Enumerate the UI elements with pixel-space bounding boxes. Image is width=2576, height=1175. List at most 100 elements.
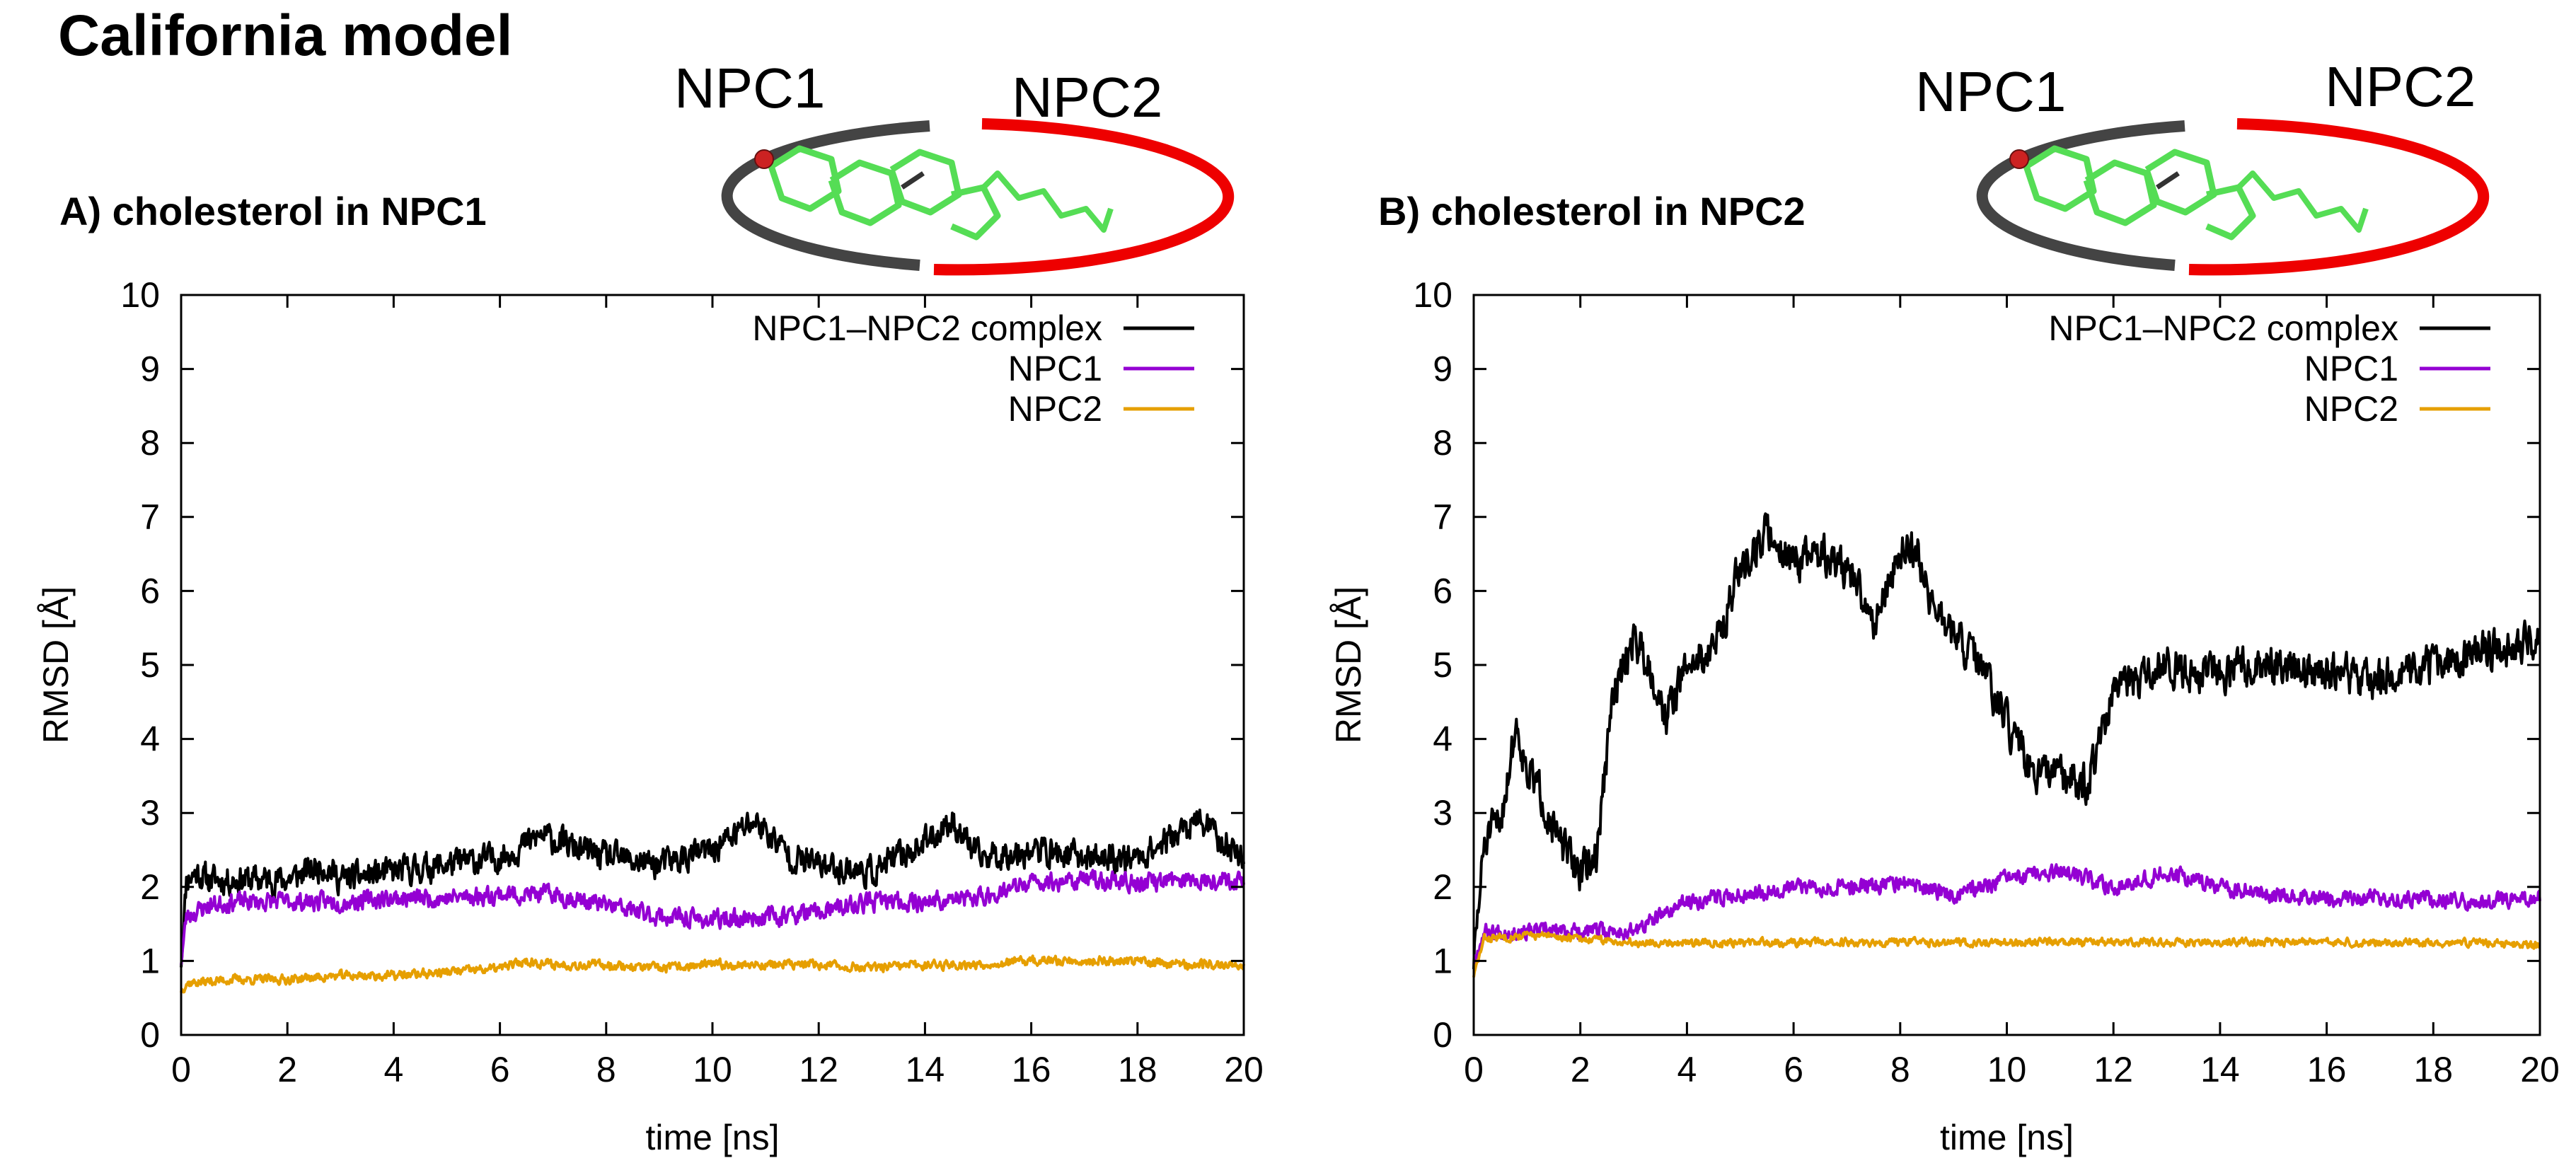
legend-entry-label: NPC1–NPC2 complex xyxy=(752,308,1102,348)
x-tick-label: 10 xyxy=(693,1050,732,1089)
x-tick-label: 8 xyxy=(1890,1050,1910,1089)
x-tick-label: 16 xyxy=(1012,1050,1051,1089)
x-tick-label: 6 xyxy=(490,1050,510,1089)
x-tick-label: 0 xyxy=(1464,1050,1484,1089)
x-axis-label: time [ns] xyxy=(646,1118,780,1157)
schematic-npc2-label: NPC2 xyxy=(1012,66,1162,129)
steroid-ring-d xyxy=(2205,184,2256,241)
panel-a-title: A) cholesterol in NPC1 xyxy=(59,189,487,233)
sterol-tail xyxy=(2236,170,2369,233)
y-tick-label: 4 xyxy=(140,719,160,759)
schematic-npc1-label: NPC1 xyxy=(1915,60,2066,123)
y-tick-label: 4 xyxy=(1433,719,1452,759)
hydroxyl-oxygen-atom xyxy=(754,149,774,169)
x-tick-label: 18 xyxy=(2413,1050,2453,1089)
series-group xyxy=(180,809,1245,994)
y-tick-label: 3 xyxy=(140,793,160,833)
npc2-ring-arc xyxy=(933,118,1235,276)
x-tick-label: 12 xyxy=(2093,1050,2133,1089)
legend-entry-label: NPC1 xyxy=(1008,349,1102,388)
x-tick-label: 18 xyxy=(1118,1050,1157,1089)
y-tick-label: 5 xyxy=(140,645,160,685)
schematic-npc1-label: NPC1 xyxy=(674,57,825,120)
x-tick-label: 12 xyxy=(799,1050,838,1089)
figure-title: California model xyxy=(58,4,512,68)
x-axis-label: time [ns] xyxy=(1940,1118,2074,1157)
steroid-ring-a xyxy=(768,145,842,212)
x-tick-label: 4 xyxy=(383,1050,403,1089)
series-line-npc1 xyxy=(180,869,1245,966)
y-tick-label: 9 xyxy=(1433,349,1452,389)
y-axis-label: RMSD [Å] xyxy=(36,586,76,743)
y-tick-label: 8 xyxy=(1433,423,1452,463)
x-tick-label: 8 xyxy=(596,1050,616,1089)
y-tick-label: 10 xyxy=(120,275,160,315)
y-tick-label: 6 xyxy=(1433,571,1452,610)
steroid-ring-b xyxy=(2083,159,2157,226)
y-axis-label: RMSD [Å] xyxy=(1329,586,1368,743)
x-tick-label: 20 xyxy=(1224,1050,1264,1089)
y-tick-label: 5 xyxy=(1433,645,1452,685)
npc1-ring-arc xyxy=(721,120,930,271)
cholesterol-molecule xyxy=(754,145,1114,241)
x-tick-label: 16 xyxy=(2307,1050,2347,1089)
schematic-npc2-label: NPC2 xyxy=(2325,55,2476,118)
steroid-ring-a xyxy=(2023,145,2097,212)
y-tick-label: 10 xyxy=(1413,275,1452,315)
y-tick-label: 2 xyxy=(140,867,160,907)
steroid-ring-b xyxy=(828,159,902,226)
legend-entry-label: NPC1 xyxy=(2304,349,2398,388)
y-tick-label: 7 xyxy=(1433,497,1452,537)
y-tick-label: 2 xyxy=(1433,867,1452,907)
panel-a-schematic: NPC1 NPC2 xyxy=(674,57,1235,276)
y-tick-label: 1 xyxy=(1433,941,1452,980)
steroid-ring-d xyxy=(950,184,1001,241)
legend-entry-label: NPC1–NPC2 complex xyxy=(2048,308,2398,348)
series-line-complex xyxy=(180,809,1245,968)
series-line-complex xyxy=(1472,512,2541,969)
y-tick-label: 0 xyxy=(1433,1015,1452,1055)
x-tick-label: 14 xyxy=(2200,1050,2240,1089)
x-axis: 0 2 4 6 8 10 12 14 16 18 20 xyxy=(1464,295,2560,1089)
y-tick-label: 1 xyxy=(140,941,160,980)
npc1-ring-arc xyxy=(1976,120,2185,271)
sterol-tail xyxy=(981,170,1114,233)
series-line-npc2 xyxy=(180,954,1245,994)
series-group xyxy=(1472,512,2541,978)
npc2-ring-arc xyxy=(2188,118,2490,276)
series-line-npc2 xyxy=(1472,930,2541,978)
y-axis: 0 1 2 3 4 5 6 7 8 9 10 xyxy=(120,275,1244,1055)
x-tick-label: 0 xyxy=(171,1050,191,1089)
y-tick-label: 9 xyxy=(140,349,160,389)
cholesterol-molecule xyxy=(2009,145,2369,241)
panel-b-title: B) cholesterol in NPC2 xyxy=(1378,189,1806,233)
x-tick-label: 4 xyxy=(1677,1050,1697,1089)
legend-entry-label: NPC2 xyxy=(1008,389,1102,429)
panel-a: A) cholesterol in NPC1 NPC1 NPC2 0 2 4 6 8 10… xyxy=(36,57,1264,1157)
hydroxyl-oxygen-atom xyxy=(2009,149,2029,169)
x-tick-label: 2 xyxy=(1571,1050,1590,1089)
methyl-group xyxy=(2156,171,2180,190)
x-tick-label: 14 xyxy=(906,1050,945,1089)
y-tick-label: 3 xyxy=(1433,793,1452,833)
methyl-group xyxy=(901,171,925,190)
y-tick-label: 0 xyxy=(140,1015,160,1055)
x-tick-label: 20 xyxy=(2520,1050,2560,1089)
series-line-npc1 xyxy=(1472,863,2541,965)
panel-b: B) cholesterol in NPC2 NPC1 NPC2 0 2 4 6 8 10… xyxy=(1329,55,2560,1157)
y-tick-label: 6 xyxy=(140,571,160,610)
y-tick-label: 7 xyxy=(140,497,160,537)
y-axis: 0 1 2 3 4 5 6 7 8 9 10 xyxy=(1413,275,2540,1055)
panel-b-schematic: NPC1 NPC2 xyxy=(1915,55,2490,276)
x-tick-label: 2 xyxy=(277,1050,297,1089)
y-tick-label: 8 xyxy=(140,423,160,463)
x-axis: 0 2 4 6 8 10 12 14 16 18 20 xyxy=(171,295,1264,1089)
x-tick-label: 6 xyxy=(1784,1050,1803,1089)
legend-entry-label: NPC2 xyxy=(2304,389,2398,429)
